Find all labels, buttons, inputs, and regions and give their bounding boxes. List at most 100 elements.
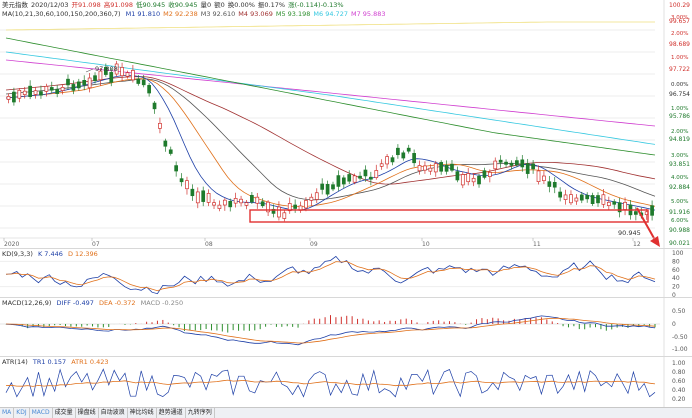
month-label: 12 bbox=[633, 241, 641, 248]
ma-value: M5 93.198 bbox=[275, 10, 311, 18]
candle bbox=[266, 201, 270, 213]
ma4-line bbox=[5, 76, 656, 185]
support-zone-box bbox=[249, 209, 649, 223]
candle bbox=[60, 86, 65, 91]
price-tick: 96.754 bbox=[669, 91, 690, 98]
candle bbox=[6, 96, 11, 100]
quote-field: 美元指数 bbox=[2, 1, 28, 9]
candle bbox=[282, 212, 287, 219]
candle bbox=[17, 89, 22, 99]
candle bbox=[547, 181, 552, 187]
candle bbox=[190, 188, 195, 197]
kdj-k-line bbox=[5, 255, 656, 295]
ma5-line bbox=[5, 37, 656, 156]
ma7-line bbox=[5, 59, 656, 127]
macd-pane[interactable]: MACD(12,26,9) DIFF -0.497 DEA -0.372 MAC… bbox=[0, 298, 692, 356]
percent-tick: 5.00% bbox=[671, 199, 688, 205]
ma-value: M6 94.727 bbox=[313, 10, 348, 18]
indicator-tab[interactable]: MACD bbox=[30, 408, 53, 418]
percent-tick: 0.00% bbox=[671, 82, 688, 88]
indicator-tab[interactable]: 自动波浪 bbox=[99, 408, 128, 418]
kdj-tick: 40 bbox=[672, 275, 680, 282]
price-tick: 100.29 bbox=[669, 2, 690, 9]
candle bbox=[439, 162, 444, 172]
macd-label: MACD(12,26,9) bbox=[2, 299, 52, 307]
candle bbox=[466, 173, 471, 183]
candle bbox=[520, 159, 525, 168]
atr-chart[interactable]: 1.00 0.80 0.60 0.40 0.20 bbox=[0, 357, 692, 407]
candle bbox=[76, 81, 81, 89]
pane-divider[interactable] bbox=[0, 356, 692, 357]
atr-tick: 0.80 bbox=[672, 369, 686, 376]
quote-field: 额0 bbox=[214, 1, 225, 9]
indicator-tab[interactable]: 神比均线 bbox=[128, 408, 157, 418]
candle bbox=[114, 63, 119, 75]
candle bbox=[379, 163, 384, 167]
macd-tick: -1.00 bbox=[672, 346, 688, 353]
price-tick: 98.689 bbox=[669, 41, 690, 48]
candle bbox=[433, 163, 438, 173]
ma6-line bbox=[5, 51, 656, 145]
candle bbox=[487, 171, 492, 177]
price-tick: 91.916 bbox=[669, 209, 690, 216]
candle bbox=[477, 175, 481, 185]
ma-value: M3 92.610 bbox=[200, 10, 236, 18]
candle bbox=[255, 196, 260, 204]
candle bbox=[585, 194, 590, 200]
indicator-tab[interactable]: MA bbox=[0, 408, 15, 418]
pane-divider[interactable] bbox=[0, 297, 692, 298]
candle bbox=[542, 175, 546, 182]
price-header-row1: 美元指数 2020/12/03 开91.098 高91.098 低90.945 收90.9… bbox=[2, 1, 347, 9]
atr-tick: 1.00 bbox=[672, 360, 686, 367]
annotation-leader bbox=[85, 68, 94, 73]
indicator-tab[interactable]: 趋势通道 bbox=[157, 408, 186, 418]
percent-tick: 3.00% bbox=[671, 15, 688, 21]
candle bbox=[493, 160, 498, 170]
candle bbox=[325, 183, 330, 195]
indicator-tab[interactable]: KDJ bbox=[14, 408, 30, 418]
candle bbox=[623, 201, 627, 210]
pane-divider[interactable] bbox=[0, 248, 692, 249]
candle bbox=[369, 176, 373, 180]
quote-field: 高91.098 bbox=[103, 1, 133, 9]
candle bbox=[260, 201, 265, 207]
quote-field: 开91.098 bbox=[71, 1, 101, 9]
price-tick: 97.722 bbox=[669, 66, 690, 73]
ma-label: MA(10,21,30,60,100,150,200,360,7) bbox=[2, 10, 121, 18]
atr-label: ATR(14) bbox=[2, 358, 28, 366]
candle bbox=[152, 102, 157, 110]
candle bbox=[531, 163, 535, 170]
ma-value: M1 91.810 bbox=[125, 10, 161, 18]
percent-tick: 2.00% bbox=[671, 129, 688, 135]
kdj-d-value: D 12.396 bbox=[67, 250, 98, 258]
candle bbox=[103, 66, 108, 75]
candle bbox=[179, 178, 184, 183]
atr-tick: 0.40 bbox=[672, 387, 686, 394]
kdj-pane[interactable]: KD(9,3,3) K 7.446 D 12.396 100 80 60 40 20 0 bbox=[0, 249, 692, 297]
macd-tick: -0.50 bbox=[672, 334, 688, 341]
kdj-d-line bbox=[5, 261, 656, 292]
candle bbox=[320, 183, 325, 190]
percent-tick: 1.00% bbox=[671, 55, 688, 61]
macd-chart[interactable]: 0.50 0 -0.50 -1.00 bbox=[0, 298, 692, 356]
atr-pane[interactable]: ATR(14) TR1 0.157 ATR1 0.423 1.00 0.80 0.6… bbox=[0, 357, 692, 407]
atr-legend: ATR(14) TR1 0.157 ATR1 0.423 bbox=[2, 358, 111, 366]
price-chart[interactable]: 97.808 90.945 2020 07 08 09 10 11 12 100.29 99.657… bbox=[0, 0, 692, 248]
macd-legend: MACD(12,26,9) DIFF -0.497 DEA -0.372 MAC… bbox=[2, 299, 186, 307]
low-annotation: 90.945 bbox=[618, 229, 641, 237]
candle bbox=[601, 194, 606, 205]
indicator-tab[interactable]: 九转序列 bbox=[186, 408, 215, 418]
candle bbox=[82, 80, 87, 86]
candle bbox=[131, 70, 135, 81]
high-annotation: 97.808 bbox=[95, 65, 118, 73]
price-pane[interactable]: 美元指数 2020/12/03 开91.098 高91.098 低90.945 收90.9… bbox=[0, 0, 692, 248]
candle bbox=[206, 193, 211, 203]
indicator-tab[interactable]: 操盘线 bbox=[76, 408, 99, 418]
candle bbox=[617, 202, 622, 213]
candle bbox=[66, 78, 70, 86]
candle bbox=[558, 191, 563, 198]
price-tick: 95.786 bbox=[669, 113, 690, 120]
indicator-tab[interactable]: 成交量 bbox=[53, 408, 76, 418]
kdj-legend: KD(9,3,3) K 7.446 D 12.396 bbox=[2, 250, 101, 258]
